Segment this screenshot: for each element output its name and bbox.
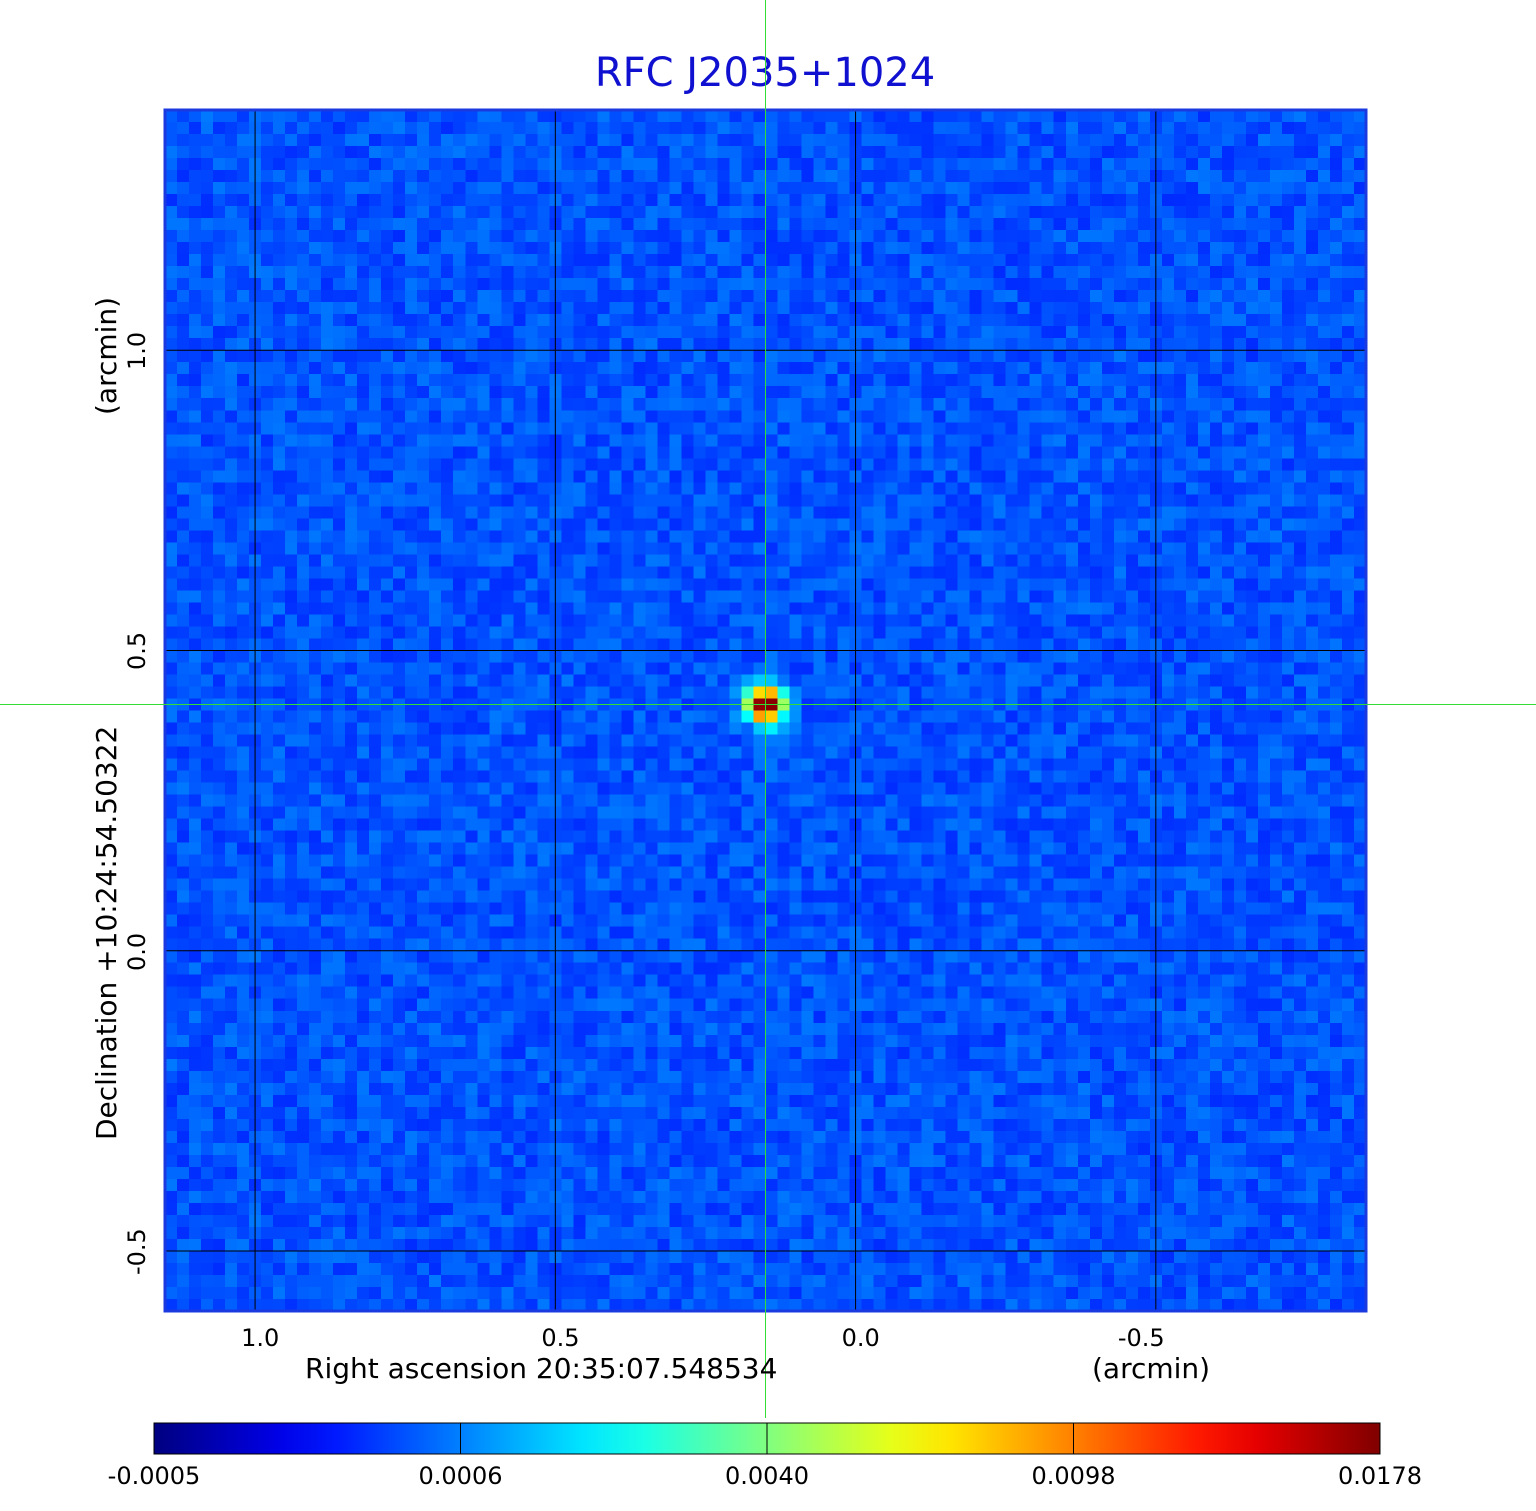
colorbar-tick-label: -0.0005 <box>107 1462 201 1490</box>
x-axis-unit: (arcmin) <box>1092 1352 1211 1385</box>
y-tick-label: -0.5 <box>123 1228 151 1275</box>
x-tick-label: 1.0 <box>241 1324 280 1352</box>
colorbar-tick-label: 0.0040 <box>725 1462 809 1490</box>
y-tick-label: 0.5 <box>123 632 151 671</box>
x-tick-label: 0.5 <box>541 1324 580 1352</box>
colorbar-tick-label: 0.0006 <box>418 1462 503 1490</box>
x-tick-label: 0.0 <box>841 1324 880 1352</box>
colorbar-tick-label: 0.0098 <box>1031 1462 1116 1490</box>
x-tick-label: -0.5 <box>1117 1324 1165 1352</box>
y-axis-unit: (arcmin) <box>90 296 123 415</box>
colorbar-tick-label: 0.0178 <box>1338 1462 1422 1490</box>
x-axis-label: Right ascension 20:35:07.548534 <box>305 1352 778 1385</box>
chart-title: RFC J2035+1024 <box>594 50 936 96</box>
y-axis-label: Declination +10:24:54.50322 <box>90 725 123 1140</box>
y-tick-label: 0.0 <box>123 932 151 971</box>
y-tick-label: 1.0 <box>123 332 151 371</box>
